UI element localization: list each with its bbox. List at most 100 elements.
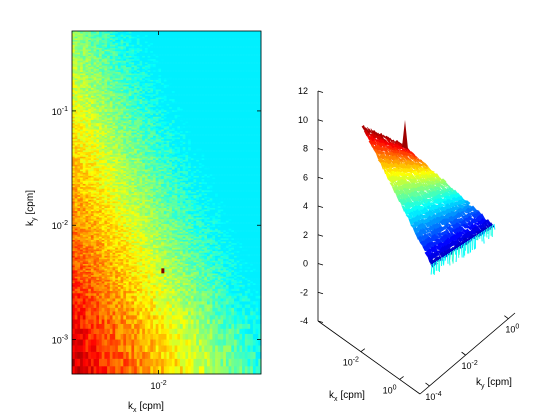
heatmap-cell	[120, 113, 124, 116]
heatmap-cell	[74, 225, 78, 228]
heatmap-cell	[104, 307, 108, 312]
heatmap-cell	[99, 239, 103, 242]
heatmap-cell	[88, 178, 92, 181]
heatmap-cell	[123, 55, 127, 58]
heatmap-cell	[131, 307, 135, 312]
heatmap-cell	[115, 33, 119, 36]
heatmap-cell	[72, 31, 76, 34]
heatmap-cell	[128, 177, 132, 180]
heatmap-cell	[126, 89, 130, 92]
heatmap-cell	[72, 103, 76, 106]
heatmap-cell	[80, 150, 84, 152]
heatmap-cell	[126, 148, 130, 151]
heatmap-cell	[109, 271, 113, 274]
heatmap-cell	[115, 130, 119, 133]
heatmap-cell	[126, 273, 130, 276]
heatmap-cell	[117, 94, 121, 96]
heatmap-cell	[82, 138, 86, 141]
heatmap-cell	[120, 36, 124, 39]
heatmap-cell	[126, 130, 130, 133]
heatmap-cell	[74, 273, 78, 276]
heatmap-cell	[88, 241, 92, 244]
heatmap-cell	[101, 288, 105, 291]
heatmap-cell	[120, 135, 124, 138]
heatmap-cell	[109, 38, 113, 40]
heatmap-cell	[126, 276, 130, 279]
heatmap-cell	[72, 249, 76, 252]
heatmap-cell	[107, 282, 111, 285]
heatmap-cell	[74, 183, 78, 186]
heatmap-cell	[99, 105, 103, 108]
heatmap-cell	[115, 323, 119, 329]
heatmap-cell	[90, 207, 94, 210]
heatmap-cell	[115, 41, 119, 44]
heatmap-cell	[93, 276, 97, 279]
heatmap-cell	[123, 57, 127, 60]
heatmap-cell	[104, 92, 108, 95]
heatmap-cell	[134, 293, 138, 296]
heatmap-cell	[112, 236, 116, 239]
heatmap-cell	[72, 278, 76, 280]
heatmap-cell	[117, 126, 121, 128]
heatmap-cell	[93, 209, 97, 212]
heatmap-cell	[90, 366, 94, 375]
heatmap-cell	[85, 41, 89, 44]
heatmap-cell	[123, 98, 127, 101]
heatmap-cell	[99, 166, 103, 168]
heatmap-cell	[104, 244, 108, 247]
heatmap-cell	[93, 151, 97, 154]
heatmap-cell	[85, 62, 89, 64]
heatmap-cell	[80, 44, 84, 47]
heatmap-cell	[109, 70, 113, 72]
heatmap-cell	[126, 260, 130, 263]
heatmap-cell	[131, 311, 135, 316]
heatmap-cell	[126, 263, 130, 266]
heatmap-cell	[82, 95, 86, 98]
heatmap-cell	[120, 156, 124, 159]
heatmap-cell	[85, 223, 89, 226]
heatmap-cell	[123, 134, 127, 136]
heatmap-cell	[93, 282, 97, 285]
heatmap-cell	[77, 113, 81, 116]
heatmap-cell	[104, 185, 108, 188]
heatmap-cell	[72, 76, 76, 79]
heatmap-cell	[93, 73, 97, 76]
heatmap-cell	[77, 111, 81, 114]
heatmap-cell	[120, 288, 124, 291]
heatmap-cell	[109, 164, 113, 167]
heatmap-cell	[74, 127, 78, 130]
heatmap-cell	[120, 315, 124, 320]
heatmap-cell	[101, 279, 105, 282]
heatmap-cell	[107, 110, 111, 112]
heatmap-cell	[115, 81, 119, 84]
heatmap-cell	[96, 268, 100, 271]
heatmap-cell	[96, 249, 100, 252]
heatmap-cell	[77, 122, 81, 125]
heatmap-cell	[107, 262, 111, 264]
heatmap-cell	[82, 255, 86, 258]
heatmap-cell	[93, 279, 97, 282]
heatmap-cell	[93, 158, 97, 160]
heatmap-cell	[109, 252, 113, 255]
heatmap-cell	[101, 63, 105, 66]
heatmap-cell	[72, 34, 76, 37]
heatmap-cell	[82, 134, 86, 136]
heatmap-cell	[88, 60, 92, 63]
heatmap-cell	[93, 225, 97, 228]
heatmap-cell	[72, 339, 76, 346]
heatmap-cell	[85, 134, 89, 136]
heatmap-cell	[90, 255, 94, 258]
heatmap-cell	[96, 284, 100, 287]
heatmap-cell	[128, 145, 132, 148]
heatmap-cell	[112, 167, 116, 170]
heatmap-cell	[134, 311, 138, 316]
heatmap-cell	[90, 191, 94, 194]
heatmap-cell	[128, 225, 132, 228]
heatmap-cell	[93, 190, 97, 192]
heatmap-cell	[139, 351, 143, 359]
heatmap-cell	[104, 265, 108, 268]
heatmap-cell	[117, 183, 121, 186]
heatmap-cell	[126, 345, 130, 352]
heatmap-cell	[120, 185, 124, 188]
heatmap-cell	[126, 82, 130, 85]
